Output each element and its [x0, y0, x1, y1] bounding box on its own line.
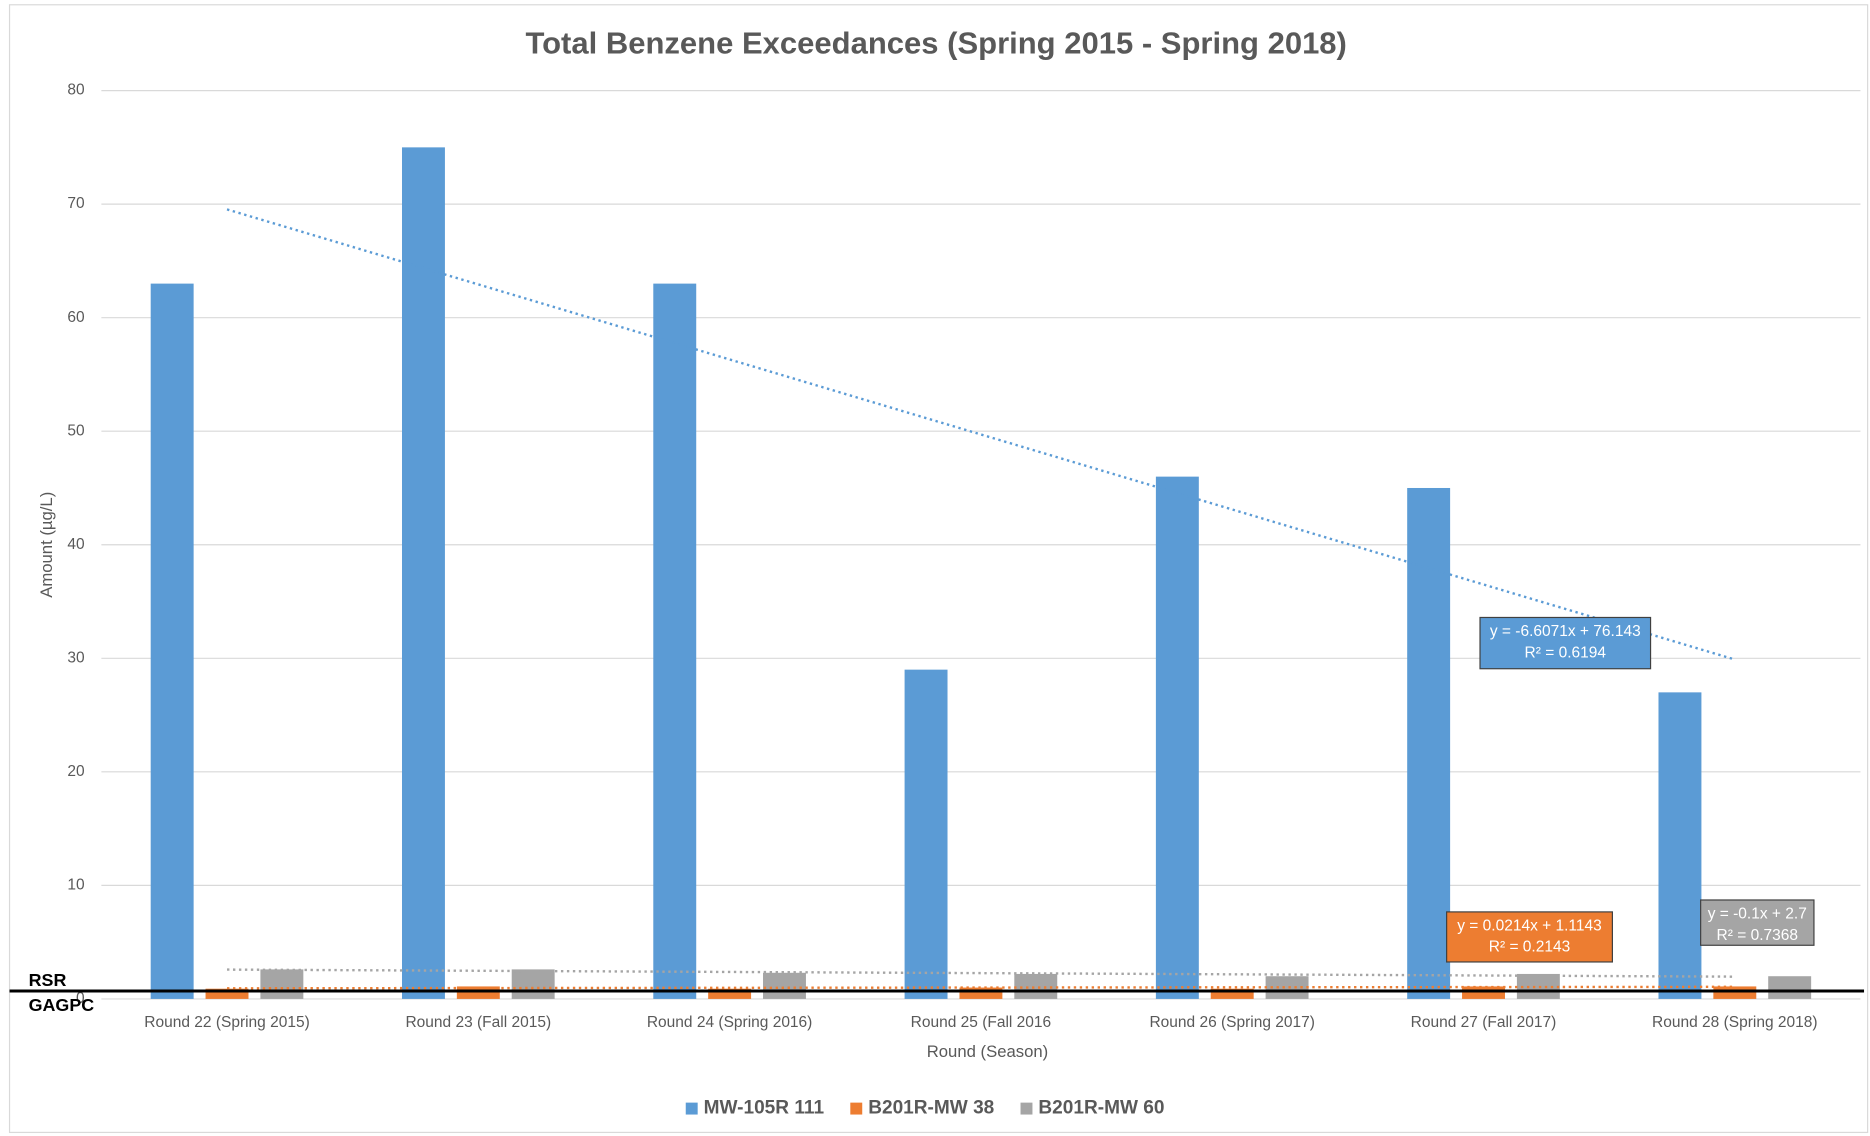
y-tick-label: 60: [67, 309, 85, 326]
reference-label: RSR: [29, 970, 67, 990]
bar: [1265, 976, 1309, 999]
legend-swatch: [1020, 1102, 1033, 1115]
trendline-label: y = -6.6071x + 76.143: [1490, 623, 1641, 640]
y-tick-label: 20: [67, 763, 85, 780]
trendline-label-box: [1446, 911, 1613, 963]
y-tick-label: 0: [76, 990, 85, 1007]
bar: [1462, 986, 1505, 999]
bar: [1210, 988, 1254, 999]
y-tick-label: 50: [67, 422, 85, 439]
y-tick-label: 80: [67, 82, 85, 99]
trendline: [227, 985, 1735, 990]
x-tick-label: Round 28 (Spring 2018): [1652, 1014, 1817, 1031]
bar: [653, 283, 697, 999]
bar: [260, 969, 304, 999]
legend-swatch: [850, 1102, 863, 1115]
y-tick-label: 40: [67, 536, 85, 553]
y-tick-label: 70: [67, 195, 85, 212]
bar: [401, 147, 445, 999]
reference-label: GAGPC: [29, 995, 95, 1015]
bar: [1768, 976, 1812, 999]
trendline: [226, 208, 1736, 661]
y-tick-label: 10: [67, 876, 85, 893]
bar: [904, 669, 948, 999]
bar: [763, 972, 806, 999]
bar: [708, 988, 752, 999]
trendline-label-box: [1700, 899, 1815, 946]
legend-label: B201R-MW 38: [868, 1098, 994, 1119]
bar: [205, 988, 249, 999]
bar: [511, 969, 555, 999]
y-tick-label: 30: [67, 649, 85, 666]
x-tick-label: Round 22 (Spring 2015): [144, 1014, 309, 1031]
bar: [1407, 487, 1451, 999]
x-tick-label: Round 25 (Fall 2016: [911, 1014, 1052, 1031]
bar: [1155, 476, 1199, 999]
chart-border: [8, 4, 1869, 1134]
legend-label: B201R-MW 60: [1038, 1098, 1164, 1119]
x-tick-label: Round 26 (Spring 2017): [1149, 1014, 1314, 1031]
trendline-label: y = 0.0214x + 1.1143: [1457, 917, 1602, 934]
bar: [150, 283, 194, 999]
x-axis-label: Round (Season): [927, 1042, 1049, 1061]
trendline-label: R² = 0.6194: [1525, 644, 1607, 661]
legend-label: MW-105R 111: [704, 1098, 825, 1119]
x-tick-label: Round 27 (Fall 2017): [1411, 1014, 1557, 1031]
x-tick-label: Round 23 (Fall 2015): [405, 1014, 551, 1031]
trendline-label: R² = 0.2143: [1489, 939, 1570, 956]
trendline-label-box: [1479, 616, 1652, 670]
legend-swatch: [685, 1102, 698, 1115]
x-tick-label: Round 24 (Spring 2016): [647, 1014, 812, 1031]
chart-title: Total Benzene Exceedances (Spring 2015 -…: [525, 25, 1346, 60]
bar: [959, 987, 1003, 999]
trendline-label: y = -0.1x + 2.7: [1708, 905, 1807, 922]
bar: [1658, 692, 1702, 999]
trendline: [227, 968, 1735, 978]
bar: [1713, 986, 1757, 999]
y-axis-label: Amount (µg/L): [37, 492, 56, 598]
trendline-label: R² = 0.7368: [1717, 927, 1798, 944]
